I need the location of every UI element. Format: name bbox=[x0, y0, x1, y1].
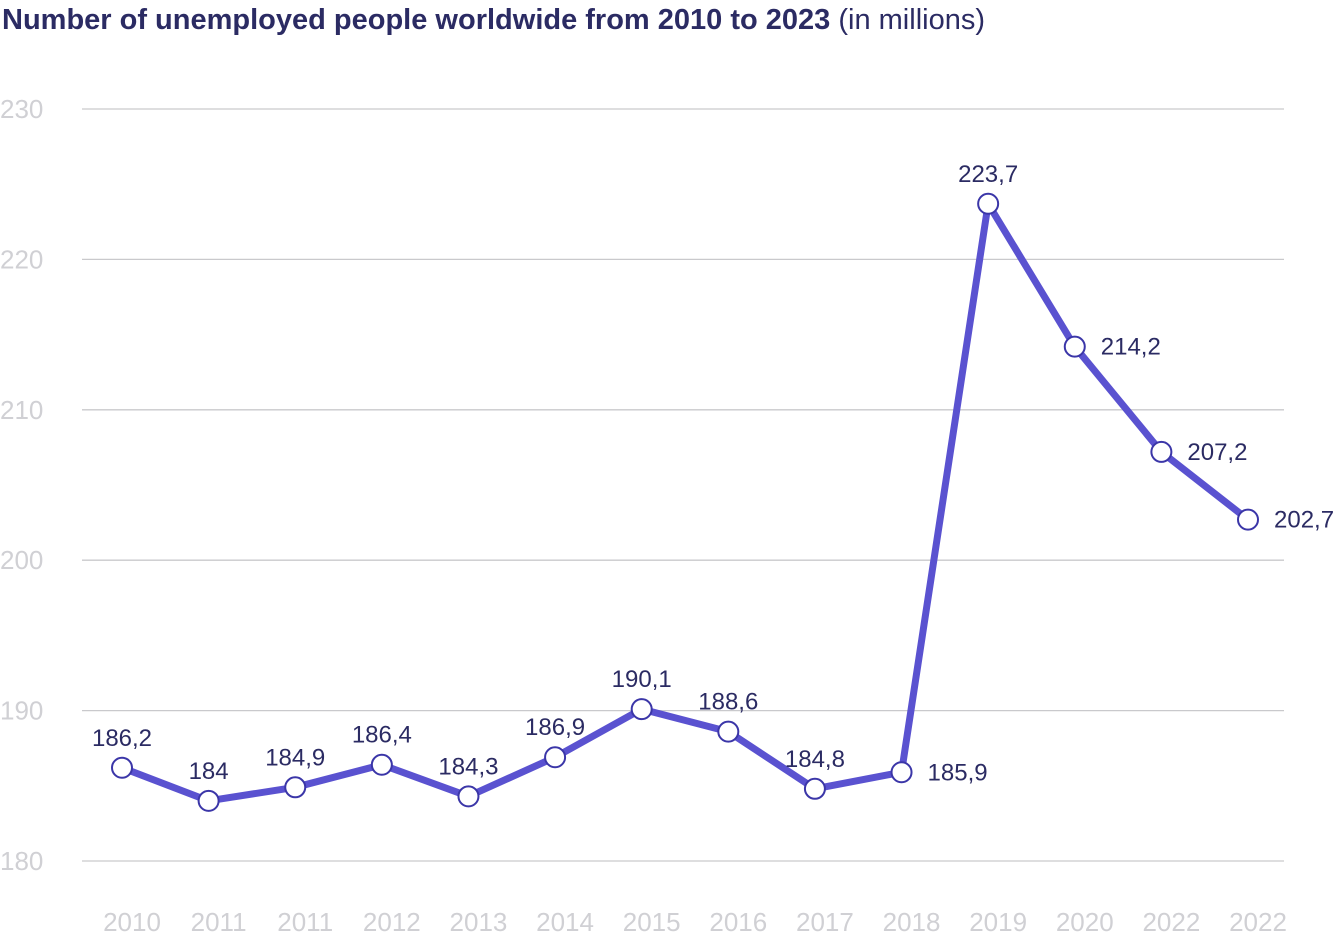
y-tick-label: 220 bbox=[0, 244, 43, 274]
x-tick-label: 2014 bbox=[536, 907, 594, 937]
data-label: 186,9 bbox=[525, 714, 585, 741]
x-tick-label: 2013 bbox=[450, 907, 508, 937]
data-label: 202,7 bbox=[1274, 507, 1334, 534]
data-label: 190,1 bbox=[612, 666, 672, 693]
data-label: 207,2 bbox=[1187, 439, 1247, 466]
data-point-marker bbox=[1237, 508, 1259, 531]
data-label: 185,9 bbox=[928, 759, 988, 786]
x-tick-label: 2015 bbox=[623, 907, 681, 937]
data-label: 186,2 bbox=[92, 725, 152, 752]
x-tick-label: 2022 bbox=[1229, 907, 1287, 937]
chart-title-main: Number of unemployed people worldwide fr… bbox=[2, 4, 831, 36]
y-tick-label: 200 bbox=[0, 545, 43, 575]
data-point-marker bbox=[1063, 335, 1086, 358]
data-point-marker bbox=[803, 777, 826, 800]
x-tick-label: 2018 bbox=[883, 907, 941, 937]
x-tick-label: 2020 bbox=[1056, 907, 1114, 937]
data-point-marker bbox=[197, 789, 220, 812]
data-point-marker bbox=[977, 192, 1000, 215]
data-label: 184 bbox=[189, 758, 229, 785]
data-label: 214,2 bbox=[1101, 334, 1161, 361]
y-tick-label: 210 bbox=[0, 395, 43, 425]
y-axis-ticks: 180 190 200 210 220 230 bbox=[0, 94, 43, 876]
data-point-marker bbox=[544, 746, 567, 769]
chart-title: Number of unemployed people worldwide fr… bbox=[2, 4, 985, 37]
data-label: 184,3 bbox=[438, 753, 498, 780]
x-axis-ticks: 2010 2011 2011 2012 2013 2014 2015 2016 2017 2018… bbox=[103, 907, 1287, 937]
data-point-marker bbox=[457, 785, 480, 808]
gridlines bbox=[82, 108, 1284, 862]
data-labels: 186,2 184 184,9 186,4 184,3 186,9 190,1 188,6 18… bbox=[92, 161, 1334, 787]
x-tick-label: 2011 bbox=[277, 907, 333, 937]
y-tick-label: 190 bbox=[0, 696, 43, 726]
data-point-marker bbox=[630, 698, 653, 721]
x-tick-label: 2011 bbox=[191, 907, 247, 937]
data-point-marker bbox=[1150, 440, 1173, 463]
data-point-marker bbox=[284, 776, 307, 799]
data-label: 223,7 bbox=[958, 161, 1018, 188]
data-label: 184,8 bbox=[785, 746, 845, 773]
data-point-marker bbox=[370, 753, 393, 776]
x-tick-label: 2016 bbox=[709, 907, 767, 937]
x-tick-label: 2017 bbox=[796, 907, 854, 937]
series-line bbox=[118, 200, 1252, 805]
x-tick-label: 2019 bbox=[969, 907, 1027, 937]
x-tick-label: 2022 bbox=[1142, 907, 1200, 937]
data-markers bbox=[111, 192, 1259, 812]
y-tick-label: 230 bbox=[0, 94, 43, 124]
data-point-marker bbox=[717, 720, 740, 743]
data-point-marker bbox=[111, 756, 133, 779]
chart-title-unit: (in millions) bbox=[838, 4, 985, 36]
data-label: 184,9 bbox=[265, 744, 325, 771]
x-tick-label: 2012 bbox=[363, 907, 421, 937]
data-label: 188,6 bbox=[698, 689, 758, 716]
data-label: 186,4 bbox=[352, 722, 412, 749]
y-tick-label: 180 bbox=[0, 846, 43, 876]
x-tick-label: 2010 bbox=[103, 907, 161, 937]
series-line-group bbox=[118, 200, 1252, 805]
data-point-marker bbox=[890, 761, 913, 784]
